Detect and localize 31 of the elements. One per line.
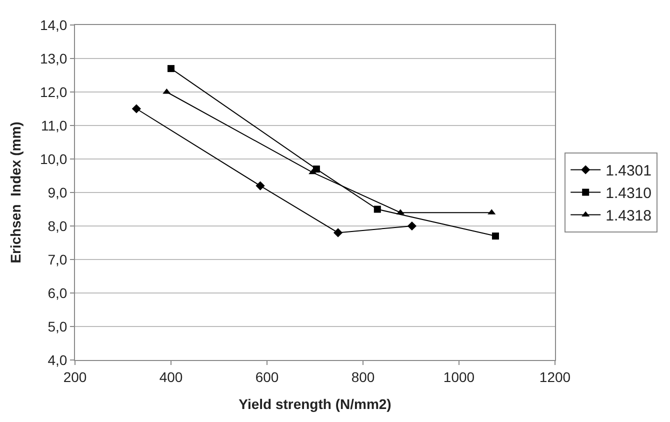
point [168, 65, 174, 72]
y-tick-label: 14,0 [40, 16, 68, 33]
y-tick-label: 11,0 [40, 117, 68, 134]
y-axis-title: Erichsen Index (mm) [8, 122, 24, 264]
y-tick-label: 5,0 [48, 318, 68, 334]
legend-label: 1.4310 [606, 185, 652, 202]
point [492, 232, 499, 240]
legend-label: 1.4301 [606, 162, 652, 180]
x-axis-title: Yield strength (N/mm2) [238, 396, 392, 412]
y-tick-label: 6,0 [48, 284, 68, 301]
y-tick-label: 10,0 [40, 150, 68, 167]
point [132, 104, 141, 114]
x-tick-label: 1000 [443, 368, 475, 385]
x-tick-label: 1200 [539, 368, 571, 385]
x-tick-label: 800 [351, 368, 375, 385]
point [333, 228, 343, 238]
point [308, 168, 317, 174]
x-tick-label: 600 [255, 368, 279, 385]
y-tick-label: 4,0 [48, 352, 68, 368]
x-tick-label: 200 [63, 368, 87, 385]
y-tick-label: 12,0 [40, 84, 68, 100]
y-tick-label: 8,0 [48, 218, 68, 234]
y-tick-label: 13,0 [40, 50, 68, 66]
point [374, 206, 381, 213]
point [407, 221, 417, 231]
point [312, 166, 320, 173]
point [256, 181, 265, 190]
legend-label: 1.4318 [606, 208, 652, 225]
x-tick-label: 400 [159, 368, 183, 385]
y-tick-label: 9,0 [48, 184, 68, 200]
y-tick-label: 7,0 [48, 251, 68, 268]
